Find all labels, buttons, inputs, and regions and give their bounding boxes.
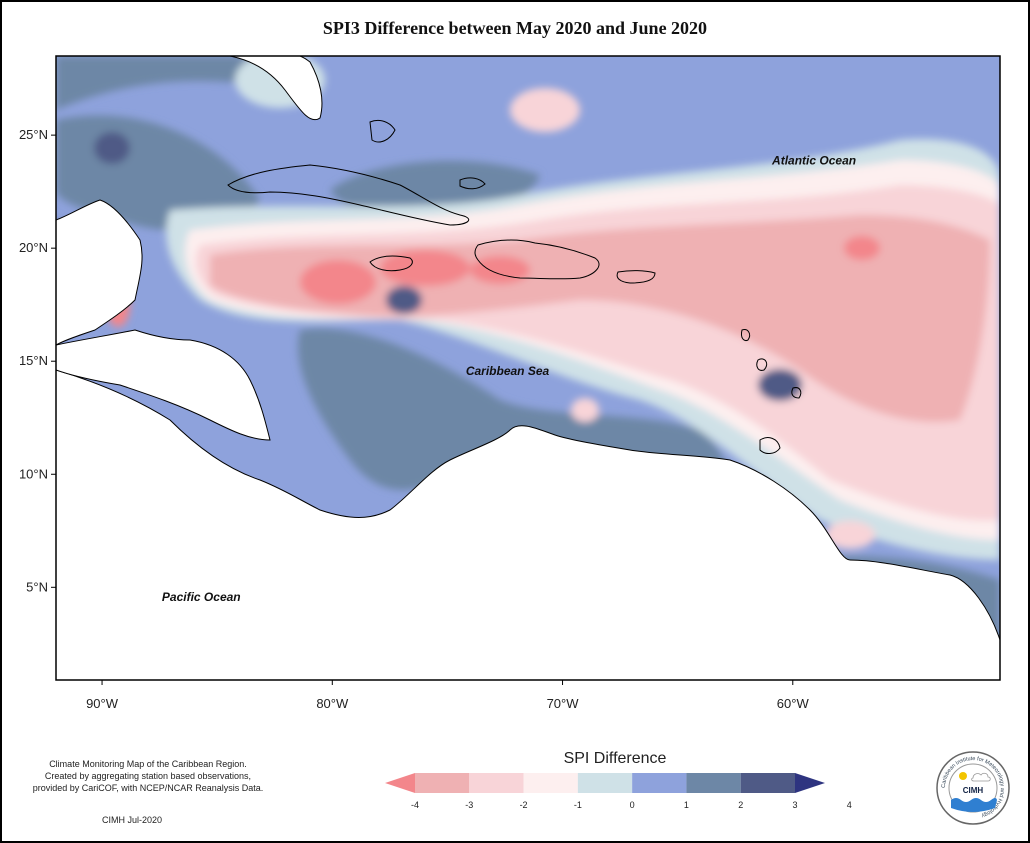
spi-band-2to3-bahamas bbox=[330, 160, 540, 210]
legend-swatch bbox=[686, 773, 741, 793]
spi-core-jamaica-east bbox=[380, 250, 470, 286]
island-outlines bbox=[227, 119, 802, 454]
legend-tick-label: -4 bbox=[411, 800, 419, 810]
bahamas-outline bbox=[369, 119, 396, 143]
spi-cell-gulf bbox=[94, 132, 130, 164]
spi-core-jamaica-west bbox=[300, 260, 376, 304]
legend-tick-label: 2 bbox=[738, 800, 743, 810]
lon-tick-label: 90°W bbox=[86, 696, 119, 711]
credits-date: CIMH Jul-2020 bbox=[102, 815, 163, 825]
credits-line-2: Created by aggregating station based obs… bbox=[44, 771, 252, 781]
spi-cell-barbados bbox=[758, 369, 802, 401]
florida-landmass bbox=[229, 56, 323, 121]
legend-swatch bbox=[740, 773, 795, 793]
cimh-logo: Caribbean Institute for Meteorology and … bbox=[936, 751, 1010, 825]
legend-colorbar: -4 -3 -2 -1 0 1 2 3 4 bbox=[385, 773, 852, 810]
credits-line-3: provided by CariCOF, with NCEP/NCAR Rean… bbox=[32, 783, 264, 793]
cloud-icon bbox=[971, 772, 991, 782]
sun-icon bbox=[959, 772, 967, 780]
legend-swatch bbox=[469, 773, 524, 793]
spi-field bbox=[56, 56, 1000, 680]
longitude-axis: 90°W 80°W 70°W 60°W bbox=[86, 680, 809, 711]
lesser-antilles-outline-1 bbox=[741, 329, 751, 341]
spi-cell-guyana-coast bbox=[825, 521, 875, 549]
legend-arrow-low bbox=[385, 773, 415, 793]
spi-cell-south-jamaica bbox=[386, 286, 422, 314]
land-masses bbox=[56, 56, 1000, 680]
spi-core-atlantic bbox=[844, 236, 880, 260]
lon-tick-label: 70°W bbox=[547, 696, 580, 711]
lon-tick-label: 80°W bbox=[316, 696, 349, 711]
legend-swatch bbox=[415, 773, 470, 793]
legend-swatch bbox=[523, 773, 578, 793]
ocean-label: Pacific Ocean bbox=[162, 590, 241, 604]
legend-swatch bbox=[632, 773, 687, 793]
puerto-rico-outline bbox=[616, 270, 656, 284]
map-border bbox=[55, 55, 1001, 681]
lesser-antilles-outline-2 bbox=[756, 358, 768, 371]
south-america-landmass bbox=[56, 369, 1000, 680]
ocean-label: Atlantic Ocean bbox=[771, 154, 856, 168]
legend-tick-label: -2 bbox=[520, 800, 528, 810]
logo-text: CIMH bbox=[963, 786, 984, 795]
ocean-label: Caribbean Sea bbox=[466, 364, 550, 378]
legend-tick-label: 1 bbox=[684, 800, 689, 810]
spi-cell-north-atlantic bbox=[510, 88, 580, 132]
yucatan-landmass bbox=[56, 199, 143, 346]
legend-tick-label: -3 bbox=[465, 800, 473, 810]
turks-outline bbox=[459, 177, 486, 190]
legend-swatch bbox=[577, 773, 633, 793]
credits-line-1: Climate Monitoring Map of the Caribbean … bbox=[49, 759, 247, 769]
hispaniola-outline bbox=[474, 239, 600, 280]
lon-tick-label: 60°W bbox=[777, 696, 810, 711]
trinidad-outline bbox=[759, 437, 781, 454]
spi-cell-aruba bbox=[571, 398, 599, 422]
legend-arrow-high bbox=[795, 773, 825, 793]
latitude-axis: 25°N 20°N 15°N 10°N 5°N bbox=[19, 127, 56, 594]
lat-tick-label: 25°N bbox=[19, 127, 48, 142]
lat-tick-label: 15°N bbox=[19, 353, 48, 368]
legend-tick-label: 3 bbox=[792, 800, 797, 810]
jamaica-outline bbox=[369, 255, 413, 272]
legend-tick-label: 0 bbox=[630, 800, 635, 810]
lat-tick-label: 20°N bbox=[19, 240, 48, 255]
spi-core-haiti bbox=[470, 256, 530, 284]
legend-tick-label: 4 bbox=[847, 800, 852, 810]
lat-tick-label: 10°N bbox=[19, 466, 48, 481]
legend-title: SPI Difference bbox=[563, 750, 667, 767]
central-america-landmass bbox=[56, 329, 271, 441]
water-waves-icon bbox=[951, 798, 997, 812]
cuba-outline bbox=[227, 164, 470, 226]
barbados-outline bbox=[791, 387, 802, 399]
map-title: SPI3 Difference between May 2020 and Jun… bbox=[322, 18, 708, 38]
ocean-labels: Atlantic Ocean Caribbean Sea Pacific Ocean bbox=[162, 154, 856, 604]
lat-tick-label: 5°N bbox=[26, 579, 48, 594]
credits-block: Climate Monitoring Map of the Caribbean … bbox=[28, 758, 268, 794]
legend-tick-label: -1 bbox=[574, 800, 582, 810]
